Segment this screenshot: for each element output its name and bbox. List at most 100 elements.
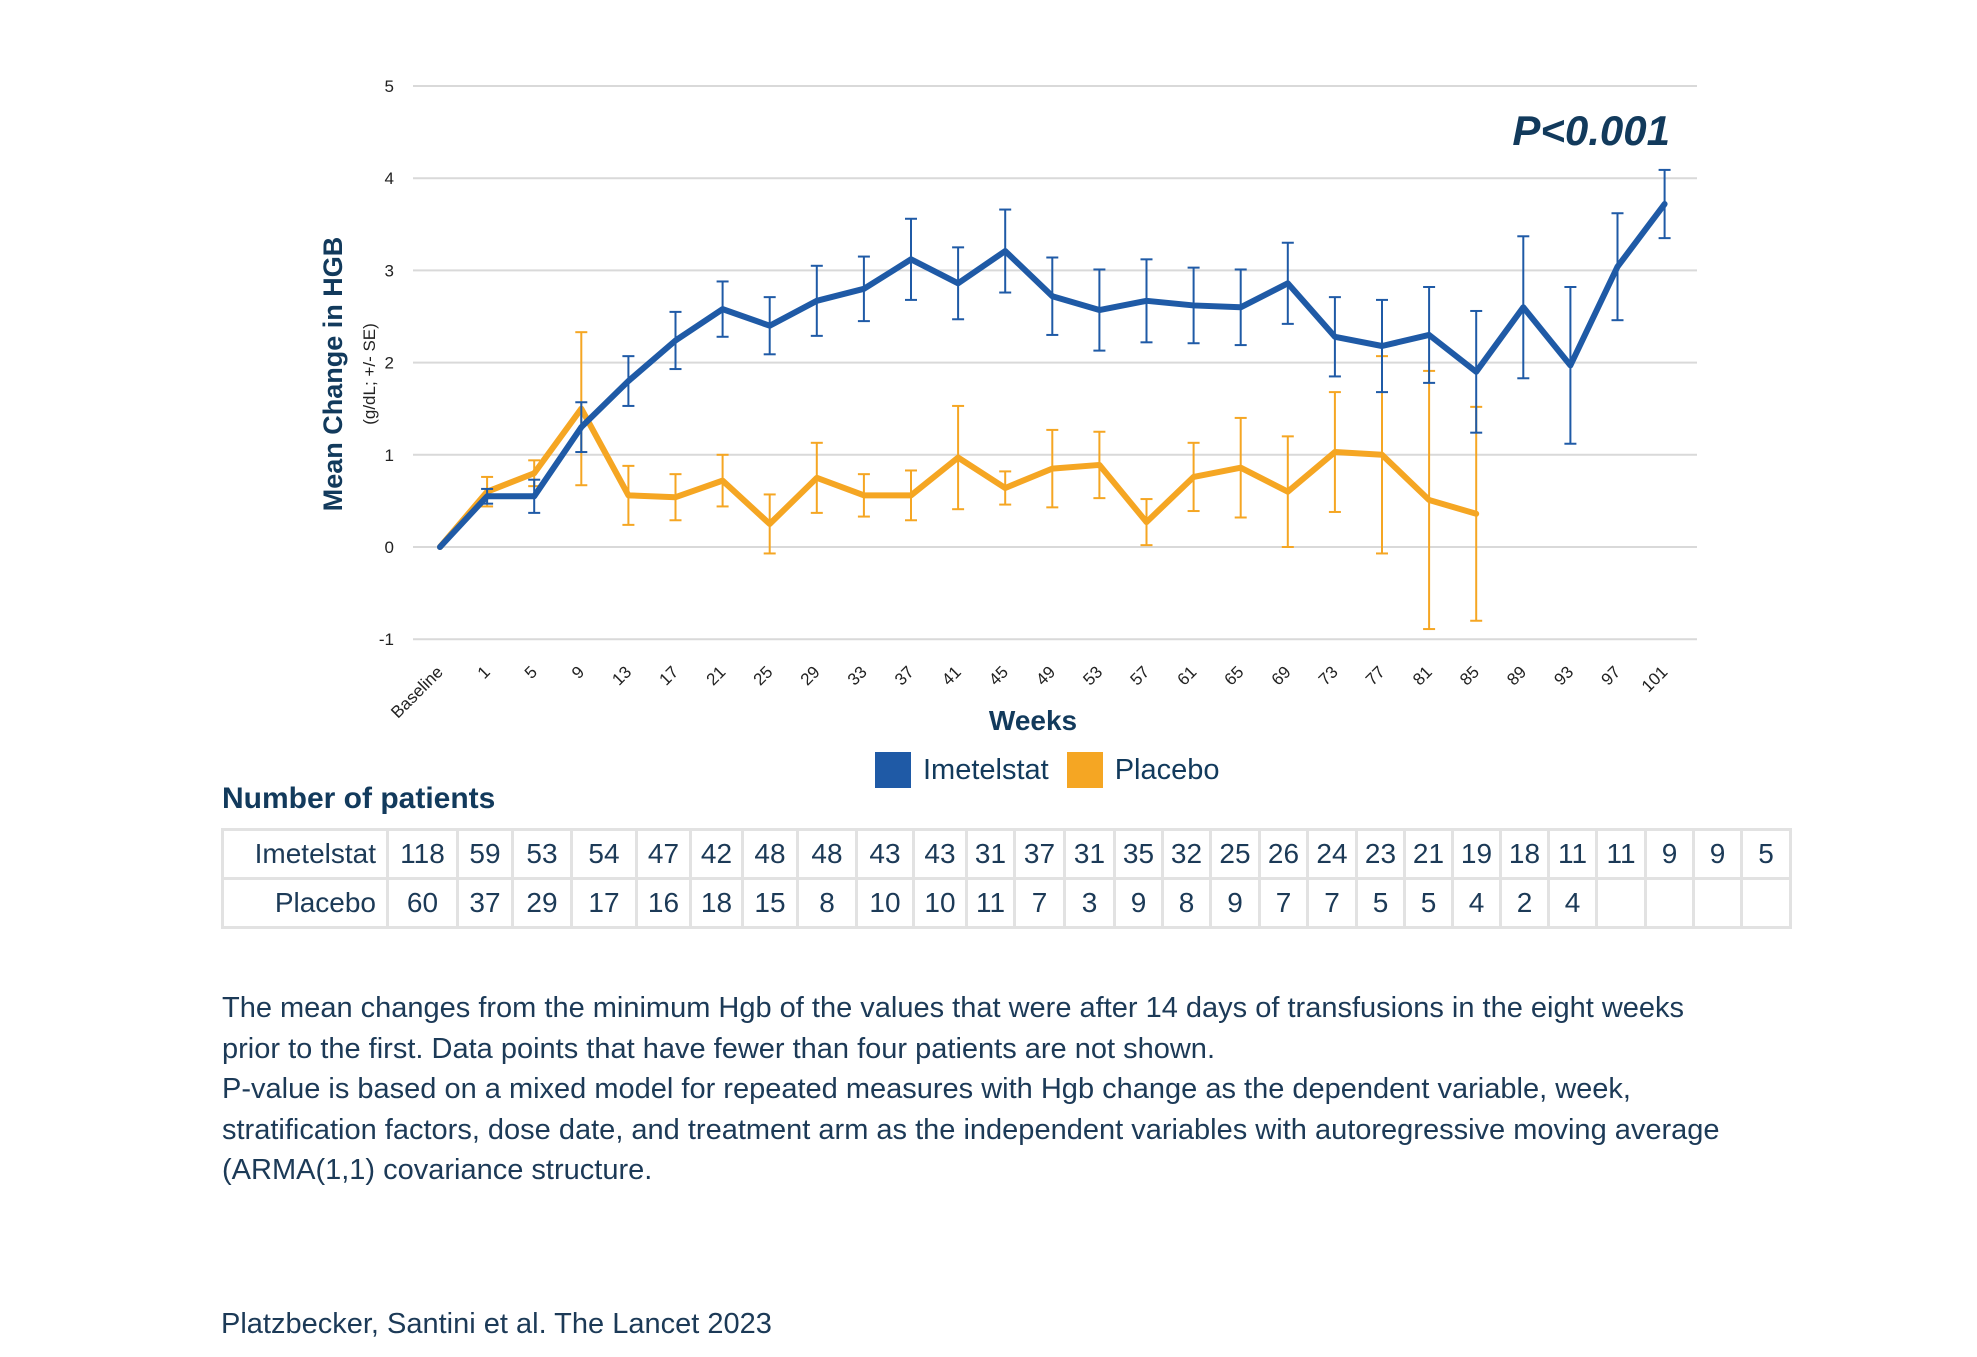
- patients-cell: 26: [1258, 828, 1309, 880]
- series-imetelstat: [437, 168, 1671, 550]
- data-point: [1332, 450, 1337, 455]
- x-tick-label: 61: [1174, 662, 1201, 689]
- patients-cell: 15: [741, 877, 799, 929]
- patients-cell: 4: [1547, 877, 1598, 929]
- data-point: [1380, 452, 1384, 457]
- data-point: [626, 379, 631, 384]
- x-tick-label: 33: [844, 662, 871, 689]
- data-point: [956, 281, 961, 286]
- y-tick-label: 1: [385, 446, 394, 465]
- patients-cell: 5: [1403, 877, 1454, 929]
- data-point: [1662, 202, 1667, 207]
- patients-cell: 48: [741, 828, 799, 880]
- patients-row-label: Placebo: [221, 877, 389, 929]
- x-tick-label: 13: [608, 662, 635, 689]
- patients-cell: 59: [456, 828, 514, 880]
- x-tick-label: 41: [938, 662, 965, 689]
- patients-cell: 11: [965, 877, 1016, 929]
- x-tick-label: Baseline: [387, 662, 447, 722]
- x-tick-label: 73: [1315, 662, 1342, 689]
- patients-cell: 25: [1209, 828, 1261, 880]
- data-point: [1238, 465, 1243, 470]
- data-point: [720, 307, 725, 312]
- data-point: [720, 478, 725, 483]
- patients-cell: 5: [1355, 877, 1406, 929]
- data-point: [861, 493, 866, 498]
- data-point: [814, 298, 819, 303]
- data-point: [673, 338, 678, 343]
- patients-cell: 60: [386, 877, 459, 929]
- patients-cell: 19: [1451, 828, 1502, 880]
- patients-cell: 3: [1063, 877, 1116, 929]
- patients-cell: 8: [1161, 877, 1212, 929]
- patients-cell: 42: [689, 828, 744, 880]
- data-point: [909, 493, 913, 498]
- data-point: [626, 493, 631, 498]
- patients-cell: 21: [1403, 828, 1454, 880]
- legend-item-placebo: Placebo: [1066, 752, 1220, 788]
- patients-cell: 2: [1499, 877, 1550, 929]
- patients-cell: 9: [1644, 828, 1695, 880]
- x-tick-label: 101: [1638, 662, 1671, 695]
- data-point: [767, 323, 772, 328]
- data-point: [673, 495, 678, 500]
- patients-cell: 11: [1595, 828, 1647, 880]
- x-tick-label: 21: [703, 662, 730, 689]
- patients-cell: 9: [1209, 877, 1261, 929]
- patients-cell: 31: [1063, 828, 1116, 880]
- data-point: [1568, 363, 1573, 368]
- x-tick-label: 77: [1362, 662, 1389, 689]
- x-tick-label: 89: [1503, 662, 1530, 689]
- x-tick-label: 97: [1598, 662, 1625, 689]
- legend-label-placebo: Placebo: [1114, 753, 1220, 786]
- data-point: [1050, 294, 1055, 299]
- data-point: [1144, 520, 1149, 525]
- caption-line-2: P-value is based on a mixed model for re…: [222, 1073, 1720, 1186]
- x-tick-label: 29: [797, 662, 824, 689]
- data-point: [485, 494, 490, 499]
- x-tick-label: 81: [1409, 662, 1436, 689]
- patients-cell: 29: [511, 877, 573, 929]
- patients-table-title: Number of patients: [222, 782, 496, 815]
- patients-cell: 54: [570, 828, 638, 880]
- x-tick-label: 49: [1032, 662, 1059, 689]
- patients-cell: 47: [635, 828, 692, 880]
- data-point: [1097, 308, 1102, 313]
- data-point: [1332, 334, 1337, 339]
- y-axis-title: Mean Change in HGB: [318, 237, 348, 512]
- y-tick-label: 0: [385, 538, 394, 557]
- data-point: [814, 475, 819, 480]
- patients-row-placebo: Placebo 60 37 29 17 16 18 15 8 10 10 11 7 3 9 8 9 7 7 5 5 4 2 4: [221, 877, 1792, 929]
- data-point: [767, 521, 772, 526]
- x-tick-label: 9: [568, 662, 588, 682]
- x-tick-label: 45: [985, 662, 1012, 689]
- data-point: [1474, 511, 1479, 516]
- patients-cell: 32: [1161, 828, 1212, 880]
- patients-cell: 31: [965, 828, 1016, 880]
- x-tick-label: 93: [1550, 662, 1577, 689]
- patients-cell: 48: [796, 828, 858, 880]
- patients-cell: 7: [1258, 877, 1309, 929]
- y-tick-label: 5: [385, 77, 394, 96]
- patients-cell: 7: [1013, 877, 1066, 929]
- patients-cell: 43: [855, 828, 915, 880]
- data-point: [1191, 303, 1196, 308]
- patients-cell: 18: [689, 877, 744, 929]
- data-point: [909, 257, 913, 262]
- data-point: [1380, 344, 1384, 349]
- y-tick-label: 4: [385, 169, 394, 188]
- data-point: [1427, 497, 1432, 502]
- data-point: [579, 425, 584, 430]
- patients-cell: 16: [635, 877, 692, 929]
- patients-cell: 43: [912, 828, 968, 880]
- data-point: [1427, 332, 1432, 337]
- data-point: [956, 455, 961, 460]
- x-tick-label: 69: [1268, 662, 1295, 689]
- y-tick-label: 3: [385, 261, 394, 280]
- data-point: [532, 494, 537, 499]
- patients-cell: 18: [1499, 828, 1550, 880]
- patients-cell: 37: [1013, 828, 1066, 880]
- patients-cell: 8: [796, 877, 858, 929]
- patients-cell: [1740, 877, 1792, 929]
- patients-cell: 53: [511, 828, 573, 880]
